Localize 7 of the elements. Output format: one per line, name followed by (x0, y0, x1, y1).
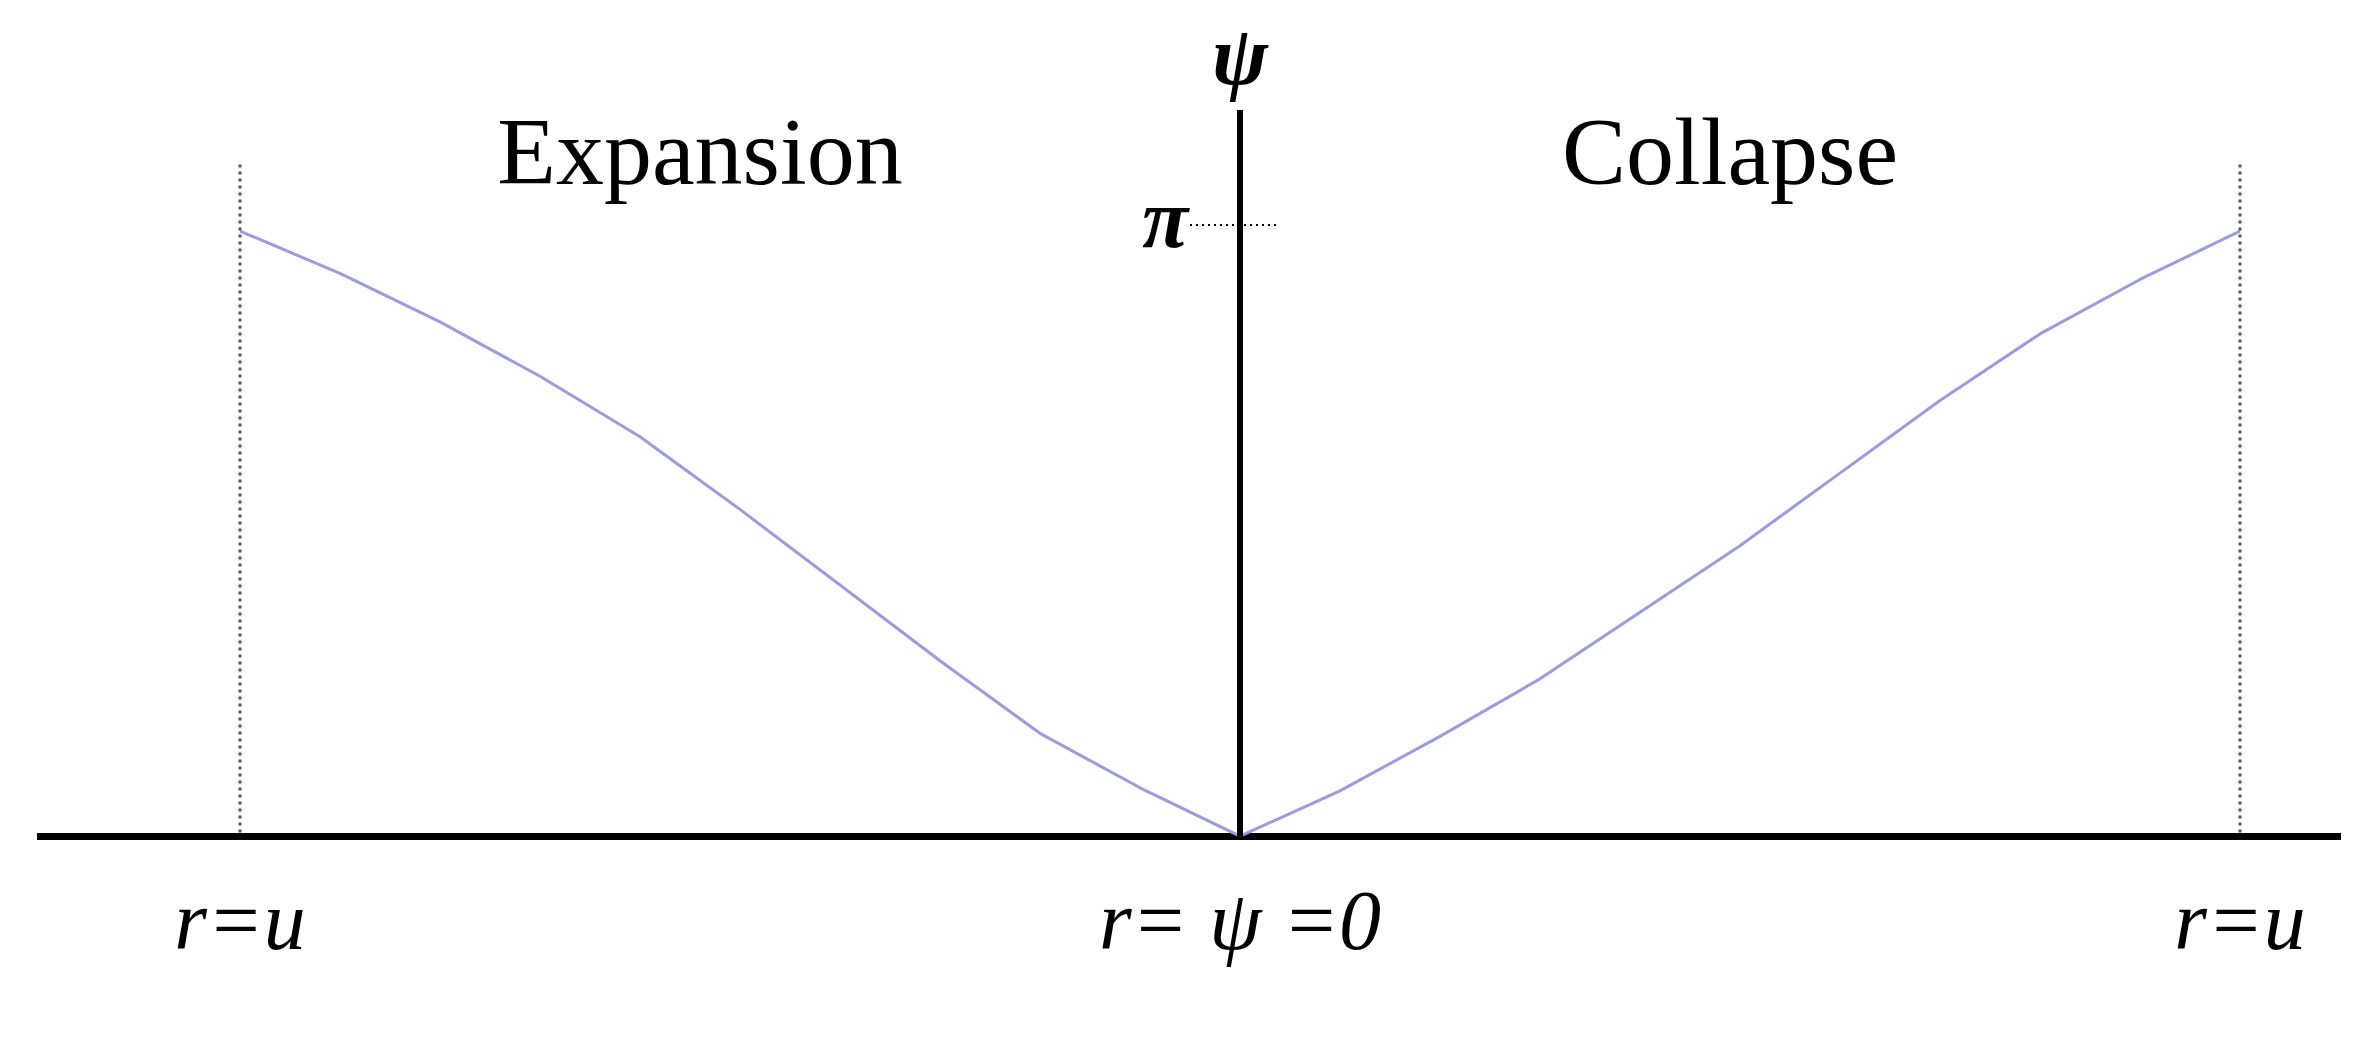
text: Expansion (497, 97, 903, 205)
text: Collapse (1562, 97, 1898, 205)
y-axis-title: ψ (1211, 8, 1269, 102)
x-tick-label: r=u (174, 873, 306, 967)
annotation: π (1142, 171, 1191, 265)
x-tick-label: r=u (2174, 873, 2306, 967)
x-tick-label: r= ψ =0 (1098, 873, 1382, 967)
